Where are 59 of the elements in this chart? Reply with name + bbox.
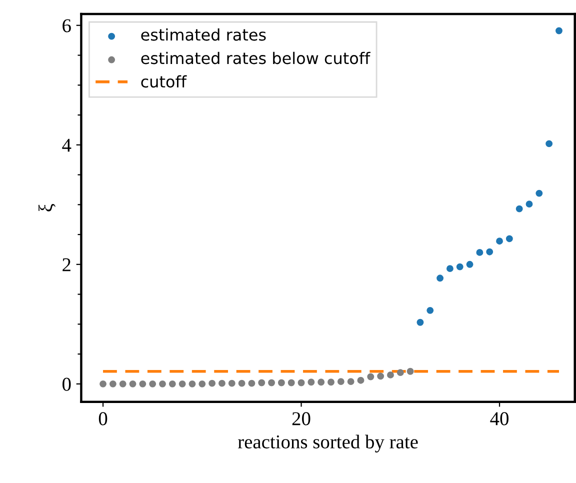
legend-label: estimated rates	[141, 28, 266, 41]
point	[387, 371, 394, 378]
point	[396, 369, 404, 376]
point	[188, 380, 196, 388]
legend-label: estimated rates below cutoff	[141, 52, 370, 64]
point	[159, 380, 166, 388]
point	[178, 380, 186, 388]
y-tick-label: 6	[62, 19, 71, 32]
point	[308, 378, 315, 386]
point	[466, 260, 474, 268]
point	[318, 378, 325, 386]
point	[367, 373, 374, 380]
point	[556, 27, 562, 34]
point	[446, 265, 454, 272]
point	[129, 380, 136, 388]
legend-label: cutoff	[141, 75, 187, 88]
point	[278, 379, 285, 386]
point	[119, 380, 126, 388]
point	[109, 380, 116, 388]
point	[506, 235, 513, 242]
point	[486, 248, 494, 256]
point	[546, 140, 553, 148]
point	[406, 368, 414, 375]
x-axis-title: reactions sorted by rate	[238, 434, 418, 452]
point	[347, 378, 354, 386]
point	[436, 274, 444, 282]
point	[258, 379, 266, 386]
x-tick-label: 20	[292, 412, 310, 426]
point	[337, 378, 344, 386]
y-tick-label: 2	[62, 258, 70, 272]
point	[288, 379, 295, 386]
point	[377, 372, 384, 380]
point	[228, 380, 236, 387]
y-tick-label: 4	[62, 138, 72, 152]
point	[238, 380, 246, 387]
point	[248, 380, 256, 387]
point	[357, 376, 364, 384]
x-tick-label: 0	[98, 412, 108, 426]
point	[208, 380, 216, 387]
point	[139, 380, 146, 388]
point	[268, 379, 276, 386]
point	[426, 306, 434, 314]
point	[516, 205, 523, 212]
y-axis-title: ξ	[38, 204, 56, 212]
point	[496, 238, 503, 245]
point	[298, 379, 305, 386]
point	[149, 380, 156, 388]
point	[536, 190, 543, 197]
point	[218, 380, 226, 387]
x-tick-label: 40	[490, 412, 508, 426]
point	[416, 318, 424, 326]
point	[476, 248, 484, 256]
point	[198, 380, 206, 388]
point	[100, 380, 106, 388]
y-tick-label: 0	[62, 378, 71, 391]
point	[526, 200, 533, 208]
point	[328, 378, 334, 386]
point	[168, 380, 176, 388]
point	[456, 263, 464, 270]
